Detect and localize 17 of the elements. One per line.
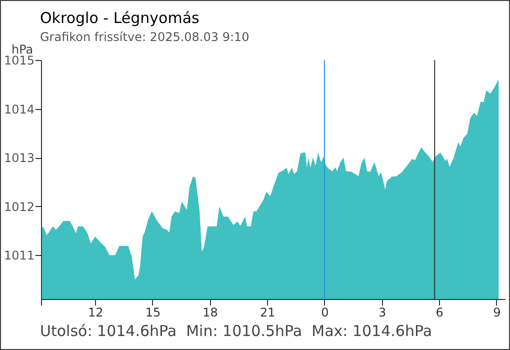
x-tick-label: 6 xyxy=(436,306,444,320)
text: Utolsó: 1014.6hPa Min: 1010.5hPa Max: 1014.6hPa xyxy=(40,322,432,340)
x-tick-label: 21 xyxy=(260,306,276,320)
x-tick-label: 12 xyxy=(88,306,104,320)
y-axis-title: hPa xyxy=(12,42,34,56)
chart-title: Okroglo - Légnyomás xyxy=(40,9,200,27)
y-tick-label: 1011 xyxy=(4,248,34,263)
x-tick-label: 18 xyxy=(202,306,218,320)
y-tick-label: 1015 xyxy=(4,54,34,68)
y-tick-label: 1014 xyxy=(4,102,34,116)
x-tick-label: 15 xyxy=(145,306,161,320)
y-tick-label: 1013 xyxy=(4,151,34,166)
x-tick-label: 0 xyxy=(321,306,329,320)
chart-subtitle: Grafikon frissítve: 2025.08.03 9:10 xyxy=(40,30,250,44)
y-tick-label: 1012 xyxy=(4,200,34,214)
x-tick-label: 9 xyxy=(493,306,501,320)
x-tick-label: 3 xyxy=(378,306,386,320)
